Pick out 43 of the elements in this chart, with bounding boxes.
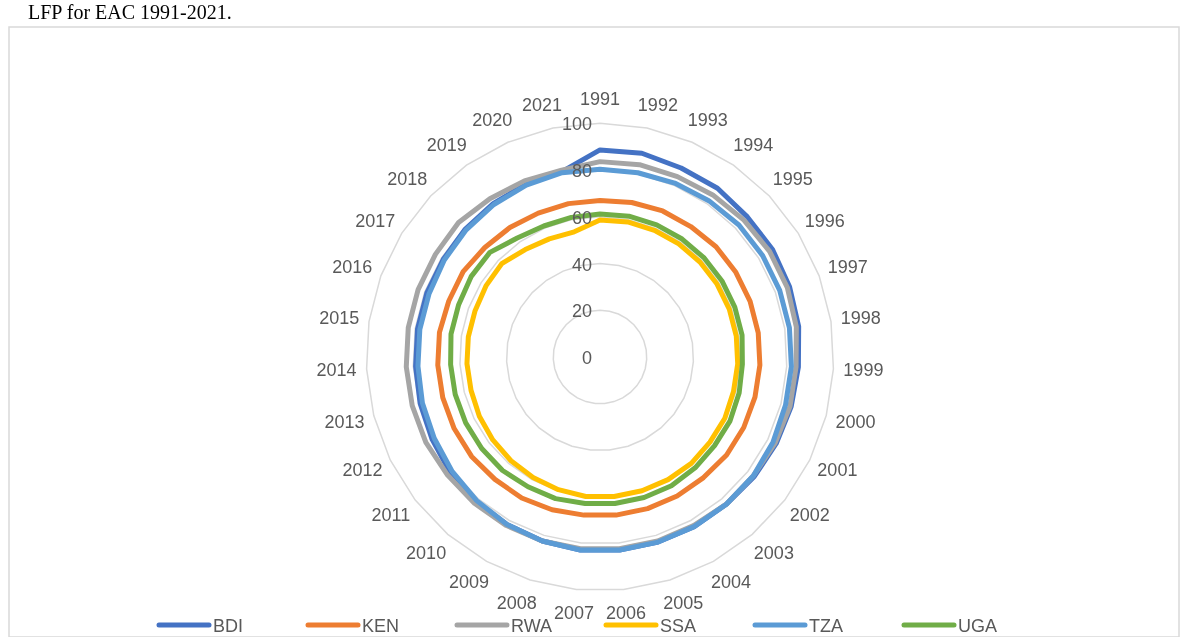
spoke-label: 1993 — [687, 110, 728, 131]
spoke-label: 2019 — [426, 135, 467, 156]
y-tick-label: 60 — [571, 207, 592, 228]
legend-label: SSA — [660, 616, 697, 636]
spoke-label: 2001 — [817, 460, 858, 481]
spoke-label: 2020 — [472, 110, 513, 131]
spoke-label: 2011 — [371, 504, 411, 525]
spoke-label: 1992 — [637, 94, 678, 115]
y-tick-label: 100 — [561, 114, 592, 135]
spoke-label: 1999 — [843, 360, 884, 381]
spoke-label: 2015 — [319, 307, 360, 328]
spoke-label: 2000 — [835, 411, 876, 432]
legend-label: BDI — [213, 616, 244, 636]
spoke-label: 2009 — [448, 572, 489, 593]
y-tick-label: 20 — [571, 301, 592, 322]
y-tick-label: 0 — [581, 348, 592, 368]
spoke-label: 2018 — [387, 169, 428, 190]
spoke-label: 2012 — [342, 460, 383, 481]
y-tick-label: 40 — [571, 254, 592, 275]
spoke-label: 2007 — [553, 603, 594, 624]
spoke-label: 2006 — [606, 603, 647, 624]
spoke-label: 1995 — [772, 169, 813, 190]
legend-label: TZA — [809, 616, 843, 636]
spoke-label: 2002 — [789, 504, 830, 525]
spoke-label: 2005 — [663, 592, 704, 613]
spoke-label: 2004 — [711, 572, 752, 593]
legend-label: KEN — [362, 616, 400, 636]
chart-title: LFP for EAC 1991-2021. — [28, 1, 232, 23]
spoke-label: 2013 — [324, 411, 365, 432]
spoke-label: 1994 — [733, 135, 774, 156]
spoke-label: 2014 — [316, 360, 357, 381]
spoke-label: 1997 — [827, 257, 868, 278]
spoke-label: 1996 — [804, 210, 845, 231]
spoke-label: 2010 — [406, 542, 447, 563]
spoke-label: 1998 — [840, 307, 881, 328]
spoke-label: 2016 — [332, 257, 373, 278]
legend-label: UGA — [958, 616, 998, 636]
spoke-label: 2017 — [355, 210, 396, 231]
spoke-label: 2021 — [522, 94, 563, 115]
spoke-label: 2003 — [753, 542, 794, 563]
spoke-label: 1991 — [579, 89, 621, 110]
legend-label: RWA — [511, 616, 553, 636]
spoke-label: 2008 — [496, 592, 537, 613]
